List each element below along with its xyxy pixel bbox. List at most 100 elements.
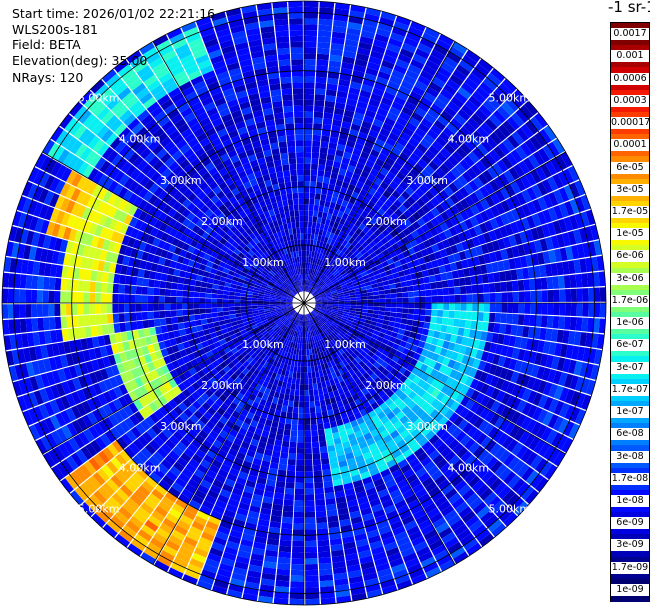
range-gate-cell: [429, 275, 436, 283]
range-gate-cell: [370, 93, 383, 103]
range-gate-cell: [451, 326, 459, 335]
range-gate-cell: [408, 291, 415, 298]
range-gate-cell: [424, 164, 435, 176]
range-gate-cell: [568, 359, 577, 374]
range-gate-cell: [506, 116, 520, 131]
range-gate-cell: [324, 165, 333, 173]
range-gate-cell: [482, 232, 492, 243]
range-gate-cell: [430, 49, 446, 61]
range-gate-cell: [304, 30, 318, 37]
range-gate-cell: [361, 241, 369, 249]
range-gate-cell: [289, 394, 295, 402]
range-gate-cell: [374, 33, 389, 43]
range-gate-cell: [377, 314, 385, 320]
range-gate-cell: [398, 222, 408, 231]
range-gate-cell: [511, 194, 522, 208]
range-gate-cell: [512, 303, 519, 314]
range-gate-cell: [406, 96, 420, 107]
range-gate-cell: [304, 494, 315, 501]
range-gate-cell: [345, 170, 354, 179]
range-gate-cell: [454, 190, 465, 202]
range-gate-cell: [304, 157, 311, 164]
range-gate-cell: [340, 270, 347, 276]
range-gate-cell: [467, 72, 483, 86]
range-gate-cell: [487, 166, 499, 179]
range-gate-cell: [341, 200, 349, 208]
range-gate-cell: [77, 303, 84, 315]
range-gate-cell: [408, 137, 420, 148]
range-gate-cell: [424, 27, 440, 39]
range-gate-cell: [553, 205, 564, 220]
range-gate-cell: [106, 283, 114, 293]
range-gate-cell: [316, 53, 330, 61]
range-gate-cell: [374, 138, 386, 148]
range-gate-cell: [351, 232, 359, 240]
range-gate-cell: [332, 119, 342, 127]
range-gate-cell: [478, 58, 494, 72]
range-gate-cell: [171, 282, 178, 290]
range-gate-cell: [147, 303, 154, 312]
range-gate-cell: [379, 16, 395, 27]
range-gate-cell: [308, 210, 314, 217]
range-gate-cell: [119, 274, 127, 285]
range-gate-cell: [524, 100, 538, 116]
range-gate-cell: [382, 319, 390, 326]
range-gate-cell: [353, 316, 361, 321]
range-gate-cell: [333, 262, 339, 269]
range-gate-cell: [310, 275, 313, 281]
range-gate-cell: [344, 295, 351, 299]
range-gate-cell: [54, 277, 62, 291]
range-gate-cell: [389, 283, 396, 289]
range-gate-cell: [83, 303, 90, 315]
range-gate-cell: [376, 107, 389, 117]
range-gate-cell: [205, 308, 212, 314]
range-gate-cell: [465, 285, 473, 294]
range-gate-cell: [383, 284, 390, 290]
range-gate-cell: [474, 265, 482, 275]
range-gate-cell: [355, 262, 363, 268]
range-gate-cell: [421, 214, 431, 224]
range-gate-cell: [539, 353, 549, 367]
range-gate-cell: [345, 104, 356, 113]
range-gate-cell: [491, 240, 501, 252]
range-gate-cell: [590, 364, 600, 380]
range-gate-cell: [506, 247, 514, 259]
range-gate-cell: [466, 167, 478, 180]
range-gate-cell: [560, 152, 573, 168]
range-gate-cell: [407, 224, 416, 233]
range-gate-cell: [318, 280, 324, 286]
range-gate-cell: [291, 564, 304, 571]
range-gate-cell: [426, 246, 434, 255]
range-gate-cell: [311, 146, 320, 153]
range-gate-cell: [308, 383, 314, 390]
range-gate-cell: [454, 303, 461, 311]
range-gate-cell: [338, 251, 344, 258]
range-gate-cell: [431, 289, 438, 296]
range-gate-cell: [304, 6, 319, 13]
range-gate-cell: [218, 285, 225, 291]
range-gate-cell: [290, 581, 304, 588]
range-gate-cell: [325, 292, 332, 296]
range-gate-cell: [321, 135, 330, 143]
range-gate-cell: [510, 181, 521, 194]
range-gate-cell: [286, 382, 292, 389]
range-gate-cell: [354, 313, 361, 318]
range-gate-cell: [332, 25, 347, 34]
range-gate-cell: [304, 12, 318, 19]
range-gate-cell: [113, 273, 121, 284]
range-gate-cell: [563, 275, 571, 289]
range-gate-cell: [502, 120, 516, 134]
range-gate-cell: [194, 314, 201, 321]
range-gate-cell: [372, 287, 379, 292]
range-gate-cell: [380, 203, 390, 212]
range-gate-cell: [304, 506, 315, 513]
range-gate-cell: [505, 210, 516, 223]
range-gate-cell: [325, 291, 332, 295]
range-gate-cell: [437, 178, 448, 190]
range-gate-cell: [332, 297, 339, 300]
range-gate-cell: [389, 250, 397, 258]
range-gate-cell: [318, 434, 326, 442]
range-gate-cell: [507, 292, 514, 303]
range-gate-cell: [530, 303, 537, 315]
range-gate-cell: [101, 282, 108, 293]
